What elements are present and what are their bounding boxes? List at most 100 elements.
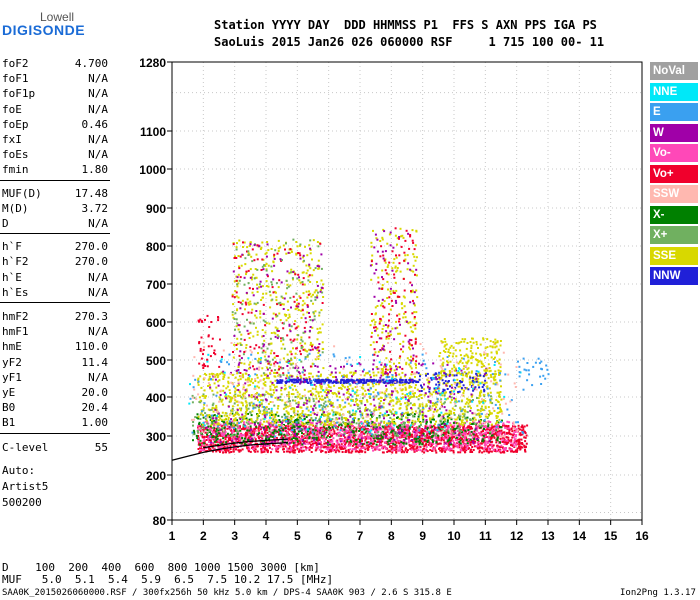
echo-point [387, 414, 390, 416]
echo-point [210, 422, 213, 425]
echo-point [245, 372, 248, 375]
echo-point [247, 420, 250, 423]
echo-point [321, 413, 323, 416]
echo-point [372, 428, 375, 431]
echo-point [284, 380, 287, 383]
echo-point [399, 424, 402, 427]
echo-point [457, 422, 460, 425]
echo-point [446, 438, 449, 440]
echo-point [392, 446, 395, 449]
echo-point [502, 448, 505, 451]
echo-point [450, 383, 453, 386]
echo-point [510, 448, 513, 451]
echo-point [197, 377, 200, 380]
echo-point [472, 435, 475, 438]
echo-point [350, 371, 353, 374]
echo-point [379, 407, 382, 410]
echo-point [361, 431, 364, 434]
echo-point [447, 424, 450, 427]
echo-point [231, 409, 233, 412]
echo-point [351, 436, 354, 439]
echo-point [449, 401, 452, 404]
echo-point [328, 447, 331, 450]
echo-point [301, 429, 304, 432]
echo-point [293, 411, 296, 414]
echo-point [269, 422, 272, 424]
echo-point [498, 434, 501, 436]
echo-point [374, 425, 377, 428]
echo-point [290, 424, 292, 427]
echo-point [398, 442, 401, 445]
echo-point [269, 441, 272, 444]
echo-point [479, 426, 482, 429]
echo-point [284, 415, 287, 418]
echo-point [515, 435, 517, 438]
echo-point [374, 388, 377, 391]
echo-point [231, 407, 234, 410]
echo-point [209, 419, 212, 422]
echo-point [340, 446, 343, 448]
echo-point [250, 419, 253, 422]
echo-point [211, 434, 214, 437]
echo-point [304, 425, 307, 428]
echo-point [440, 450, 443, 453]
echo-point [209, 428, 212, 430]
echo-point [403, 383, 406, 386]
param-label: foF1 [2, 72, 29, 86]
echo-point [420, 430, 423, 433]
echo-point [268, 437, 271, 440]
echo-point [239, 416, 242, 419]
echo-point [335, 395, 338, 398]
echo-point [349, 371, 352, 374]
echo-point [405, 427, 408, 430]
echo-point [488, 387, 491, 390]
echo-point [244, 427, 247, 430]
echo-point [364, 431, 367, 434]
param-value: 11.4 [81, 355, 109, 369]
param-value: N/A [88, 370, 108, 384]
echo-point [424, 430, 427, 433]
echo-point [219, 445, 222, 448]
echo-point [372, 391, 375, 394]
echo-point [227, 437, 230, 440]
echo-point [462, 426, 465, 429]
echo-point [225, 387, 228, 390]
echo-point [321, 444, 324, 447]
echo-point [463, 389, 465, 392]
echo-point [257, 429, 260, 432]
echo-point [500, 410, 503, 413]
echo-point [425, 431, 428, 433]
echo-point [260, 448, 263, 451]
echo-point [305, 378, 308, 381]
echo-point [223, 445, 226, 448]
echo-point [506, 450, 509, 452]
echo-point [293, 440, 296, 442]
param-row: foEs N/A [2, 148, 108, 163]
echo-point [306, 406, 309, 409]
echo-point [444, 448, 447, 451]
echo-point [290, 426, 292, 429]
echo-point [280, 428, 283, 431]
echo-point [320, 449, 323, 452]
echo-point [312, 400, 315, 403]
echo-point [256, 376, 259, 379]
echo-point [253, 403, 256, 406]
echo-point [467, 439, 470, 442]
echo-point [247, 407, 250, 410]
echo-point [202, 428, 205, 431]
echo-point [265, 448, 268, 451]
echo-point [373, 423, 376, 426]
echo-point [313, 437, 316, 440]
echo-point [291, 425, 294, 428]
echo-point [243, 434, 245, 437]
echo-point [358, 433, 361, 436]
echo-point [473, 437, 476, 440]
echo-point [340, 434, 343, 437]
echo-point [514, 431, 517, 433]
echo-point [503, 447, 506, 450]
echo-point [246, 404, 249, 407]
echo-point [468, 378, 471, 381]
echo-point [197, 435, 200, 437]
echo-point [459, 423, 462, 426]
echo-point [481, 400, 484, 403]
